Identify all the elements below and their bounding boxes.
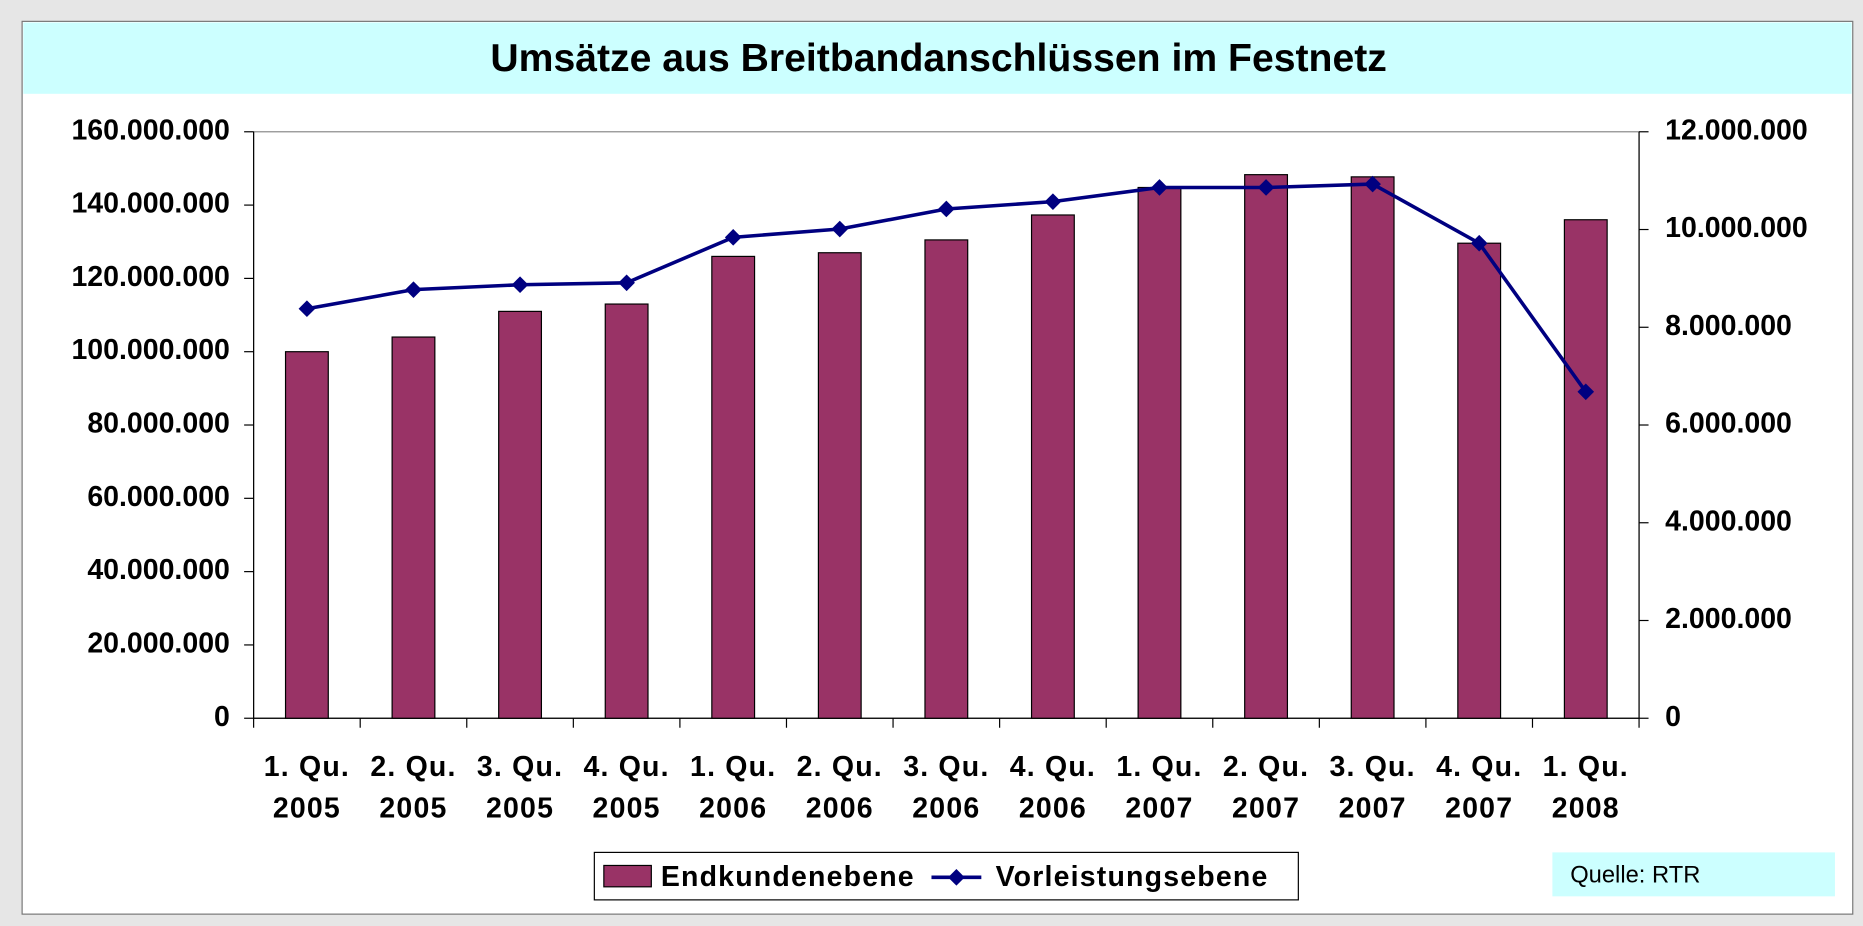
- bar: [391, 336, 436, 719]
- x-tick-label: 3. Qu. 2006: [903, 751, 989, 825]
- x-tick-label: 3. Qu. 2005: [477, 751, 563, 825]
- y-tick-label: 20.000.000: [87, 627, 230, 659]
- y2-tick-label: 8.000.000: [1665, 310, 1792, 342]
- y2-tick-label: 6.000.000: [1665, 408, 1792, 440]
- y2-tick-label: 0: [1665, 701, 1681, 733]
- chart-title: Umsätze aus Breitbandanschlüssen im Fest…: [490, 37, 1387, 80]
- source: Quelle: RTR: [1570, 862, 1700, 888]
- bar: [1350, 176, 1395, 719]
- y-tick-label: 120.000.000: [71, 261, 229, 293]
- bar: [1563, 219, 1608, 719]
- bar: [1457, 242, 1502, 719]
- bar: [1137, 186, 1182, 719]
- marker: [511, 276, 529, 294]
- bar: [604, 303, 649, 719]
- y2-tick-label: 12.000.000: [1665, 114, 1808, 146]
- y2-tick-label: 10.000.000: [1665, 212, 1808, 244]
- marker: [1151, 179, 1168, 196]
- x-tick-label: 1. Qu. 2007: [1116, 751, 1202, 825]
- x-tick-label: 3. Qu. 2007: [1329, 751, 1415, 825]
- x-tick-label: 2. Qu. 2006: [797, 751, 883, 825]
- y-tick-label: 80.000.000: [87, 408, 230, 440]
- bar: [711, 255, 756, 719]
- y-tick-label: 100.000.000: [71, 334, 229, 366]
- x-tick-label: 2. Qu. 2007: [1223, 751, 1309, 825]
- x-tick-label: 1. Qu. 2008: [1543, 751, 1629, 825]
- y-tick-label: 60.000.000: [87, 481, 230, 513]
- legend-label: Vorleistungsebene: [996, 861, 1269, 893]
- bar: [284, 351, 329, 719]
- x-tick-label: 1. Qu. 2005: [264, 751, 350, 825]
- y-tick-label: 160.000.000: [71, 114, 229, 146]
- marker: [831, 220, 849, 238]
- x-tick-label: 2. Qu. 2005: [370, 751, 456, 825]
- source-box: [1552, 852, 1835, 897]
- bar: [1030, 214, 1075, 719]
- bar: [817, 252, 862, 719]
- bar: [498, 310, 543, 719]
- bar: [924, 239, 969, 719]
- y2-tick-label: 2.000.000: [1665, 603, 1792, 635]
- x-tick-label: 4. Qu. 2007: [1436, 751, 1522, 825]
- y2-tick-label: 4.000.000: [1665, 505, 1792, 537]
- y-tick-label: 0: [214, 701, 230, 733]
- x-tick-label: 1. Qu. 2006: [690, 751, 776, 825]
- legend-swatch: [603, 864, 652, 888]
- marker: [1044, 193, 1062, 210]
- y-tick-label: 40.000.000: [87, 554, 230, 586]
- bar: [1244, 174, 1289, 719]
- marker: [1470, 234, 1488, 252]
- y-tick-label: 140.000.000: [71, 188, 229, 220]
- title-band: [23, 22, 1852, 94]
- x-tick-label: 4. Qu. 2005: [583, 751, 669, 825]
- marker: [1257, 179, 1275, 196]
- marker: [298, 300, 316, 318]
- x-tick-label: 4. Qu. 2006: [1010, 751, 1096, 825]
- legend-label: Endkundenebene: [661, 861, 915, 893]
